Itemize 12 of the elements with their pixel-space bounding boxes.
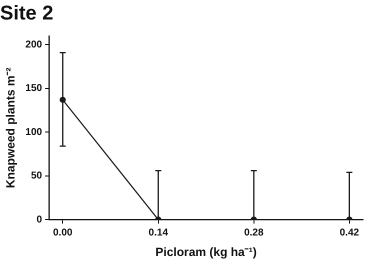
y-tick-label: 150: [25, 83, 43, 94]
y-axis-title: Knapweed plants m⁻²: [4, 67, 18, 188]
x-tick-label: 0.28: [244, 227, 264, 238]
x-tick-label: 0.14: [148, 227, 168, 238]
y-tick-label: 0: [36, 214, 43, 226]
x-tick-label: 0.00: [53, 227, 73, 238]
y-tick-label: 100: [25, 126, 43, 138]
y-tick-label: 50: [30, 170, 43, 182]
chart-title: Site 2: [0, 2, 54, 25]
x-tick-label: 0.42: [340, 227, 360, 238]
x-axis-title: Picloram (kg ha⁻¹): [155, 245, 257, 260]
y-tick-label: 200: [25, 39, 43, 50]
